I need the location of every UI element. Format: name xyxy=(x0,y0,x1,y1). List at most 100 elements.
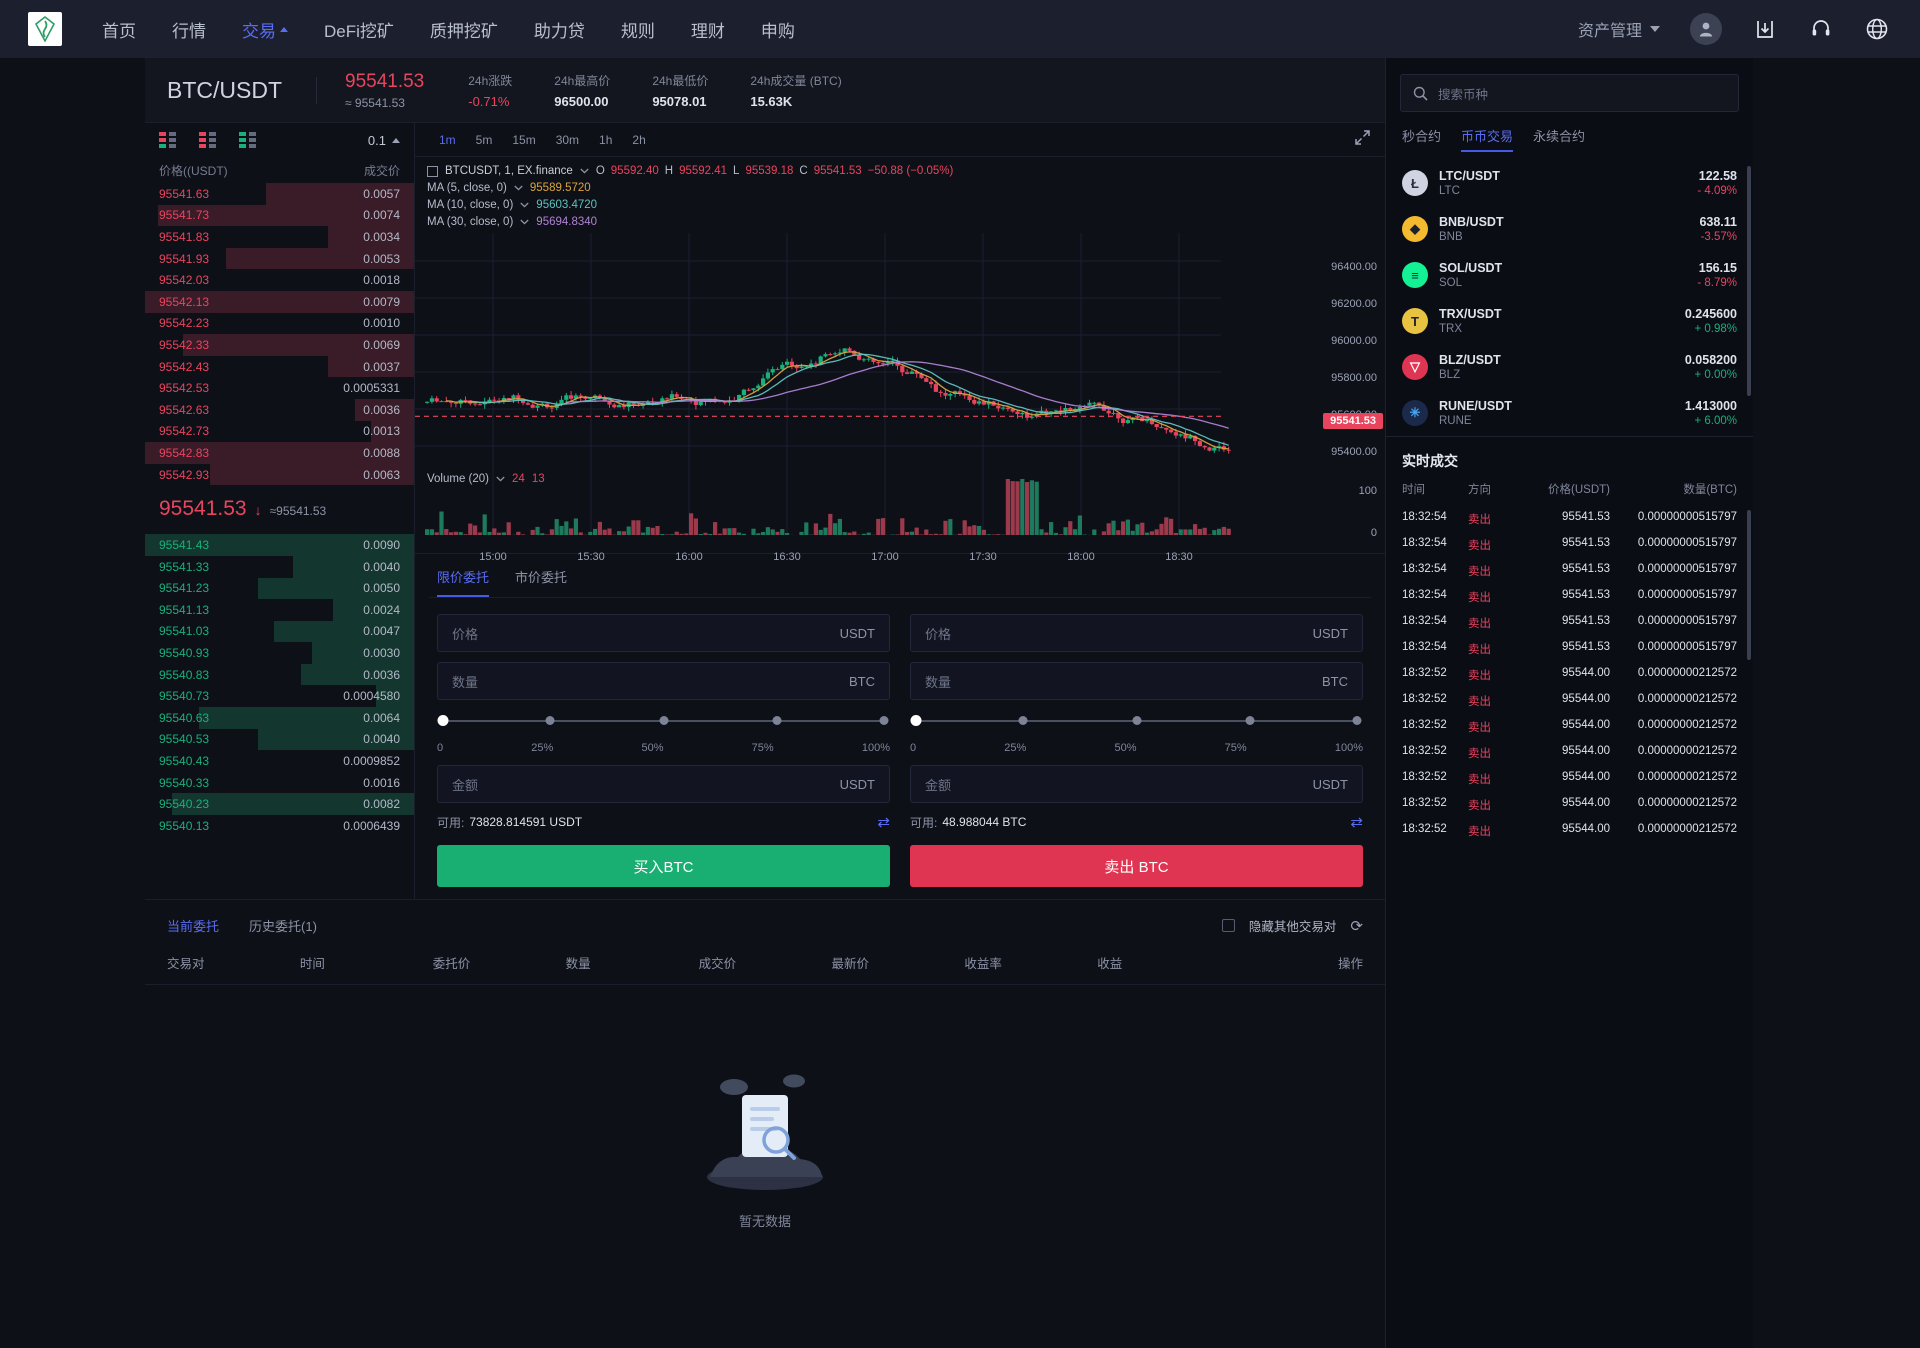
order-book-row[interactable]: 95541.33 0.0040 xyxy=(145,555,414,578)
coin-list-item[interactable]: T TRX/USDT TRX 0.245600 + 0.98% xyxy=(1386,298,1753,344)
tab-spot-trading[interactable]: 币币交易 xyxy=(1461,126,1514,152)
order-book-row[interactable]: 95541.23 0.0050 xyxy=(145,577,414,600)
coin-list-item[interactable]: ▽ BLZ/USDT BLZ 0.058200 + 0.00% xyxy=(1386,344,1753,390)
order-book-row[interactable]: 95540.93 0.0030 xyxy=(145,642,414,664)
tab-market-order[interactable]: 市价委托 xyxy=(515,570,568,585)
slider-stop-25[interactable] xyxy=(1018,716,1028,725)
nav-item-2[interactable]: 交易 xyxy=(242,17,288,42)
slider-handle-0[interactable] xyxy=(437,715,449,726)
buy-total-input[interactable]: 金额 USDT xyxy=(437,765,890,803)
order-book-row[interactable]: 95541.83 0.0034 xyxy=(145,226,414,248)
nav-item-6[interactable]: 规则 xyxy=(621,17,655,42)
order-book-row[interactable]: 95540.13 0.0006439 xyxy=(145,815,414,837)
tf-30m[interactable]: 30m xyxy=(555,132,580,147)
slider-handle-0[interactable] xyxy=(910,715,922,726)
order-book-row[interactable]: 95540.53 0.0040 xyxy=(145,728,414,751)
asset-manage-dropdown[interactable]: 资产管理 xyxy=(1578,17,1660,41)
order-book-row[interactable]: 95542.43 0.0037 xyxy=(145,355,414,378)
tab-current-orders[interactable]: 当前委托 xyxy=(167,919,220,934)
nav-item-4[interactable]: 质押挖矿 xyxy=(430,17,498,42)
nav-item-7[interactable]: 理财 xyxy=(691,17,725,42)
realtime-scrollbar[interactable] xyxy=(1747,510,1751,660)
download-icon[interactable] xyxy=(1752,16,1778,42)
order-book-row[interactable]: 95540.73 0.0004580 xyxy=(145,685,414,708)
price-chart[interactable]: 96400.0096200.0096000.0095800.0095600.00… xyxy=(415,233,1385,563)
slider-stop-75[interactable] xyxy=(772,716,782,725)
coin-list-scrollbar[interactable] xyxy=(1747,166,1751,396)
fullscreen-icon[interactable] xyxy=(1354,129,1371,151)
order-book-row[interactable]: 95542.73 0.0013 xyxy=(145,420,414,443)
user-avatar-icon[interactable] xyxy=(1690,13,1722,45)
brand-logo-icon[interactable] xyxy=(28,12,62,46)
chart-symbol[interactable]: BTCUSDT, 1, EX.finance xyxy=(445,165,573,177)
sell-amount-slider[interactable] xyxy=(910,710,1363,738)
slider-stop-25[interactable] xyxy=(545,716,555,725)
sell-amount-input[interactable]: 数量 BTC xyxy=(910,662,1363,700)
nav-item-1[interactable]: 行情 xyxy=(172,17,206,42)
globe-language-icon[interactable] xyxy=(1864,16,1890,42)
order-book-row[interactable]: 95542.03 0.0018 xyxy=(145,269,414,291)
chevron-down-icon[interactable] xyxy=(514,185,523,191)
transfer-icon[interactable]: ⇄ xyxy=(877,814,890,831)
chevron-down-icon[interactable] xyxy=(520,202,529,208)
order-book-row[interactable]: 95541.63 0.0057 xyxy=(145,183,414,205)
slider-stop-50[interactable] xyxy=(1132,716,1141,725)
tab-perpetual-contract[interactable]: 永续合约 xyxy=(1533,129,1586,144)
order-book-row[interactable]: 95542.93 0.0063 xyxy=(145,463,414,486)
tab-limit-order[interactable]: 限价委托 xyxy=(437,567,490,597)
sell-total-input[interactable]: 金额 USDT xyxy=(910,765,1363,803)
buy-button[interactable]: 买入BTC xyxy=(437,845,890,887)
book-asks-icon[interactable] xyxy=(199,132,217,148)
order-book-row[interactable]: 95542.13 0.0079 xyxy=(145,290,414,313)
tf-1m[interactable]: 1m xyxy=(439,132,456,147)
chevron-down-icon[interactable] xyxy=(580,168,589,174)
nav-item-0[interactable]: 首页 xyxy=(102,17,136,42)
book-both-icon[interactable] xyxy=(159,132,177,148)
tf-15m[interactable]: 15m xyxy=(512,132,536,147)
tab-history-orders[interactable]: 历史委托(1) xyxy=(249,919,317,934)
book-bids-icon[interactable] xyxy=(239,132,257,148)
tf-1h[interactable]: 1h xyxy=(599,132,613,147)
order-book-row[interactable]: 95541.03 0.0047 xyxy=(145,620,414,643)
search-input[interactable]: 搜索币种 xyxy=(1400,74,1739,112)
slider-stop-75[interactable] xyxy=(1245,716,1255,725)
slider-stop-50[interactable] xyxy=(659,716,668,725)
order-book-row[interactable]: 95540.43 0.0009852 xyxy=(145,750,414,772)
nav-item-5[interactable]: 助力贷 xyxy=(534,17,585,42)
order-book-row[interactable]: 95540.23 0.0082 xyxy=(145,793,414,816)
slider-stop-100[interactable] xyxy=(1352,716,1362,725)
hide-other-pairs-checkbox[interactable] xyxy=(1221,919,1235,932)
order-book-row[interactable]: 95542.63 0.0036 xyxy=(145,398,414,421)
order-book-row[interactable]: 95541.93 0.0053 xyxy=(145,247,414,270)
order-book-row[interactable]: 95540.33 0.0016 xyxy=(145,772,414,794)
order-book-row[interactable]: 95540.83 0.0036 xyxy=(145,663,414,686)
order-book-row[interactable]: 95542.83 0.0088 xyxy=(145,442,414,464)
order-book-row[interactable]: 95542.23 0.0010 xyxy=(145,313,414,335)
order-book-row[interactable]: 95541.43 0.0090 xyxy=(145,534,414,556)
sell-button[interactable]: 卖出 BTC xyxy=(910,845,1363,887)
refresh-icon[interactable]: ⟳ xyxy=(1350,917,1363,935)
tf-2h[interactable]: 2h xyxy=(632,132,646,147)
order-book-row[interactable]: 95541.13 0.0024 xyxy=(145,599,414,621)
coin-list-item[interactable]: Ł LTC/USDT LTC 122.58 - 4.09% xyxy=(1386,160,1753,206)
nav-item-8[interactable]: 申购 xyxy=(761,17,795,42)
order-book-row[interactable]: 95542.53 0.0005331 xyxy=(145,377,414,399)
chevron-down-icon[interactable] xyxy=(520,219,529,225)
buy-amount-slider[interactable] xyxy=(437,710,890,738)
sell-price-input[interactable]: 价格 USDT xyxy=(910,614,1363,652)
slider-stop-100[interactable] xyxy=(879,716,889,725)
depth-selector[interactable]: 0.1 xyxy=(368,133,400,148)
coin-list-item[interactable]: ✳ RUNE/USDT RUNE 1.413000 + 6.00% xyxy=(1386,390,1753,436)
transfer-icon[interactable]: ⇄ xyxy=(1350,814,1363,831)
headset-support-icon[interactable] xyxy=(1808,16,1834,42)
coin-list-item[interactable]: ◆ BNB/USDT BNB 638.11 -3.57% xyxy=(1386,206,1753,252)
chevron-down-icon[interactable] xyxy=(496,476,505,482)
order-book-row[interactable]: 95541.73 0.0074 xyxy=(145,204,414,227)
order-book-row[interactable]: 95542.33 0.0069 xyxy=(145,334,414,356)
hide-other-pairs-label[interactable]: 隐藏其他交易对 xyxy=(1248,920,1337,934)
tf-5m[interactable]: 5m xyxy=(475,132,493,147)
tab-seconds-contract[interactable]: 秒合约 xyxy=(1402,129,1442,144)
buy-amount-input[interactable]: 数量 BTC xyxy=(437,662,890,700)
order-book-row[interactable]: 95540.63 0.0064 xyxy=(145,707,414,729)
buy-price-input[interactable]: 价格 USDT xyxy=(437,614,890,652)
